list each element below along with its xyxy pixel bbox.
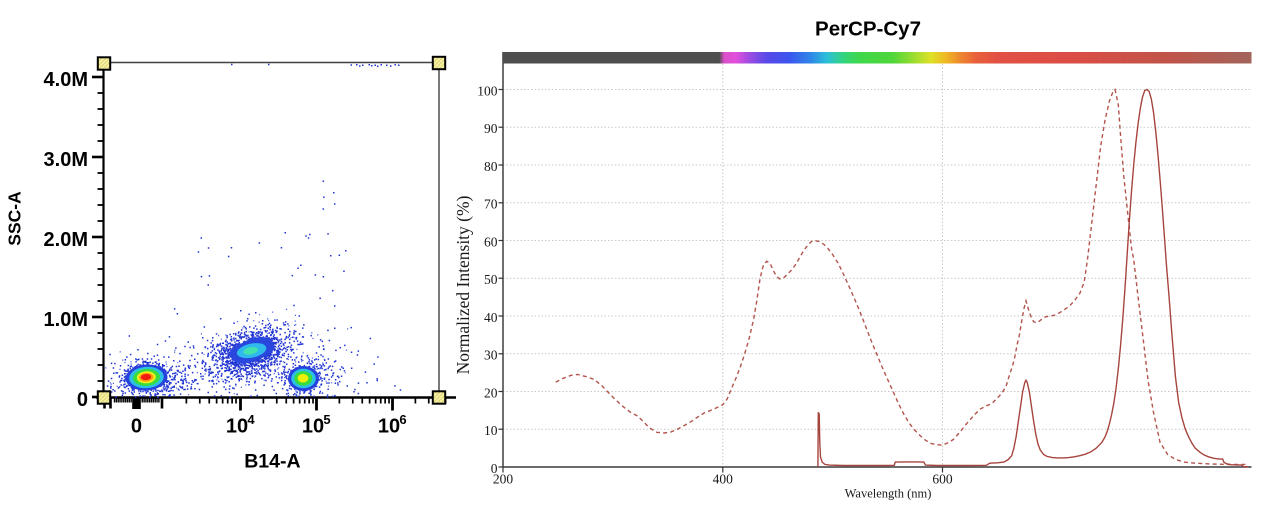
- svg-text:30: 30: [484, 348, 498, 363]
- svg-text:10: 10: [302, 416, 324, 438]
- svg-text:PerCP-Cy7: PerCP-Cy7: [815, 18, 921, 41]
- svg-text:90: 90: [484, 121, 498, 136]
- svg-text:Wavelength (nm): Wavelength (nm): [845, 487, 932, 501]
- svg-text:80: 80: [484, 159, 498, 174]
- svg-text:Normalized Intensity (%): Normalized Intensity (%): [453, 195, 473, 374]
- svg-text:2.0M: 2.0M: [44, 229, 88, 251]
- svg-text:60: 60: [484, 234, 498, 249]
- svg-text:B14-A: B14-A: [244, 451, 300, 473]
- svg-text:4.0M: 4.0M: [44, 69, 88, 91]
- svg-text:3.0M: 3.0M: [44, 149, 88, 171]
- svg-text:4: 4: [247, 412, 255, 427]
- svg-text:6: 6: [399, 412, 406, 427]
- svg-text:100: 100: [477, 83, 498, 98]
- svg-text:200: 200: [493, 472, 514, 487]
- svg-text:0: 0: [131, 416, 142, 438]
- svg-text:10: 10: [226, 416, 248, 438]
- svg-text:40: 40: [484, 310, 498, 325]
- svg-text:50: 50: [484, 272, 498, 287]
- svg-text:0: 0: [77, 389, 88, 411]
- svg-text:400: 400: [713, 472, 734, 487]
- svg-text:600: 600: [932, 472, 953, 487]
- svg-text:10: 10: [484, 423, 498, 438]
- svg-text:20: 20: [484, 385, 498, 400]
- svg-text:SSC-A: SSC-A: [5, 191, 25, 246]
- svg-text:70: 70: [484, 197, 498, 212]
- svg-text:1.0M: 1.0M: [44, 309, 88, 331]
- svg-text:0: 0: [491, 461, 498, 476]
- svg-text:5: 5: [323, 412, 330, 427]
- svg-text:10: 10: [378, 416, 400, 438]
